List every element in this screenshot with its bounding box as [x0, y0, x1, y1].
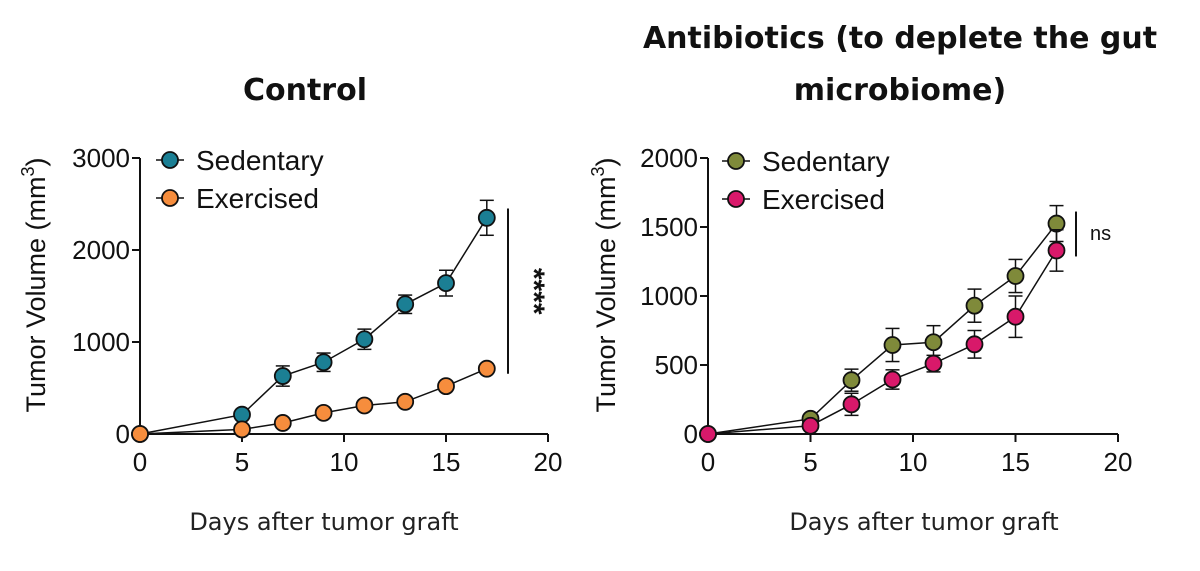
data-point: [924, 333, 943, 352]
data-point: [273, 414, 292, 432]
axes: 0 500 1000 1500 2000 0 5 10 15 20: [640, 143, 1132, 477]
legend-item-sedentary: Sedentary: [722, 146, 890, 177]
legend-marker: [727, 152, 745, 170]
series-line: [707, 223, 1058, 435]
legend-marker: [727, 190, 745, 208]
data-point: [437, 274, 455, 293]
data-point: [965, 335, 984, 354]
data-point: [1006, 307, 1025, 326]
legend-item-exercised: Exercised: [722, 184, 885, 215]
x-tick-label: 15: [1001, 447, 1030, 477]
data-point: [314, 353, 333, 372]
x-tick-label: 15: [432, 447, 461, 477]
chart-title: Control: [243, 73, 367, 108]
data-point: [131, 425, 149, 443]
data-point: [883, 370, 902, 389]
legend-item-sedentary: Sedentary: [156, 145, 324, 176]
y-tick-label: 500: [655, 350, 698, 380]
series-sedentary: [131, 199, 496, 443]
data-point: [924, 354, 943, 373]
data-point: [1006, 267, 1025, 285]
data-point: [1047, 241, 1066, 260]
y-tick-label: 1000: [640, 281, 698, 311]
y-tick-label: 1000: [72, 327, 130, 357]
legend-label: Exercised: [762, 184, 885, 215]
x-tick-label: 10: [330, 447, 359, 477]
x-tick-label: 5: [803, 447, 817, 477]
data-point: [477, 208, 496, 227]
x-tick-label: 20: [1104, 447, 1133, 477]
x-tick-label: 20: [534, 447, 563, 477]
data-point: [233, 405, 251, 424]
y-tick-label: 0: [684, 419, 698, 449]
y-tick-label: 2000: [72, 235, 130, 265]
data-point: [842, 395, 861, 414]
x-tick-label: 5: [235, 447, 249, 477]
significance-annotation: ns: [1075, 211, 1111, 257]
chart-title-line-1: Antibiotics (to deplete the gut: [643, 21, 1157, 56]
significance-label: ****: [517, 268, 550, 315]
y-tick-label: 3000: [72, 143, 130, 173]
legend-label: Sedentary: [762, 146, 890, 177]
plot-area: [699, 204, 1066, 443]
significance-annotation: ****: [507, 208, 550, 374]
x-tick-label: 0: [133, 447, 147, 477]
legend-label: Sedentary: [196, 145, 324, 176]
data-point: [355, 396, 374, 415]
series-exercised: [131, 359, 496, 443]
data-point: [477, 359, 496, 378]
legend-item-exercised: Exercised: [156, 183, 319, 214]
y-axis-label: Tumor Volume (mm3): [18, 157, 51, 412]
x-tick-label: 0: [701, 447, 715, 477]
control-chart: Control Tumor Volume (mm3) Days after tu…: [18, 73, 562, 536]
data-point: [883, 336, 902, 354]
legend-marker: [161, 189, 179, 207]
data-point: [314, 403, 333, 422]
y-tick-label: 1500: [640, 212, 698, 242]
y-axis-label: Tumor Volume (mm3): [588, 157, 621, 412]
series-line: [139, 217, 488, 435]
series-line: [707, 250, 1058, 435]
data-point: [965, 296, 984, 315]
antibiotics-chart: Antibiotics (to deplete the gut microbio…: [588, 21, 1157, 536]
data-point: [396, 392, 415, 411]
y-tick-label: 2000: [640, 143, 698, 173]
significance-label: ns: [1090, 223, 1111, 245]
x-axis-label: Days after tumor graft: [189, 508, 458, 536]
x-tick-label: 10: [899, 447, 928, 477]
legend: Sedentary Exercised: [722, 146, 890, 215]
legend: Sedentary Exercised: [156, 145, 324, 214]
series-sedentary: [699, 204, 1066, 443]
data-point: [233, 420, 251, 439]
data-point: [801, 416, 820, 435]
legend-marker: [161, 151, 179, 169]
data-point: [699, 425, 717, 443]
series-exercised: [699, 229, 1066, 443]
data-point: [842, 371, 861, 390]
plot-area: [131, 199, 496, 443]
y-tick-label: 0: [116, 419, 130, 449]
chart-title-line-2: microbiome): [794, 73, 1006, 108]
data-point: [437, 377, 455, 396]
legend-label: Exercised: [196, 183, 319, 214]
data-point: [355, 330, 374, 349]
x-axis-label: Days after tumor graft: [789, 508, 1058, 536]
data-point: [396, 295, 415, 314]
axes: 0 1000 2000 3000 0 5 10 15 20: [72, 143, 562, 477]
data-point: [273, 367, 292, 385]
